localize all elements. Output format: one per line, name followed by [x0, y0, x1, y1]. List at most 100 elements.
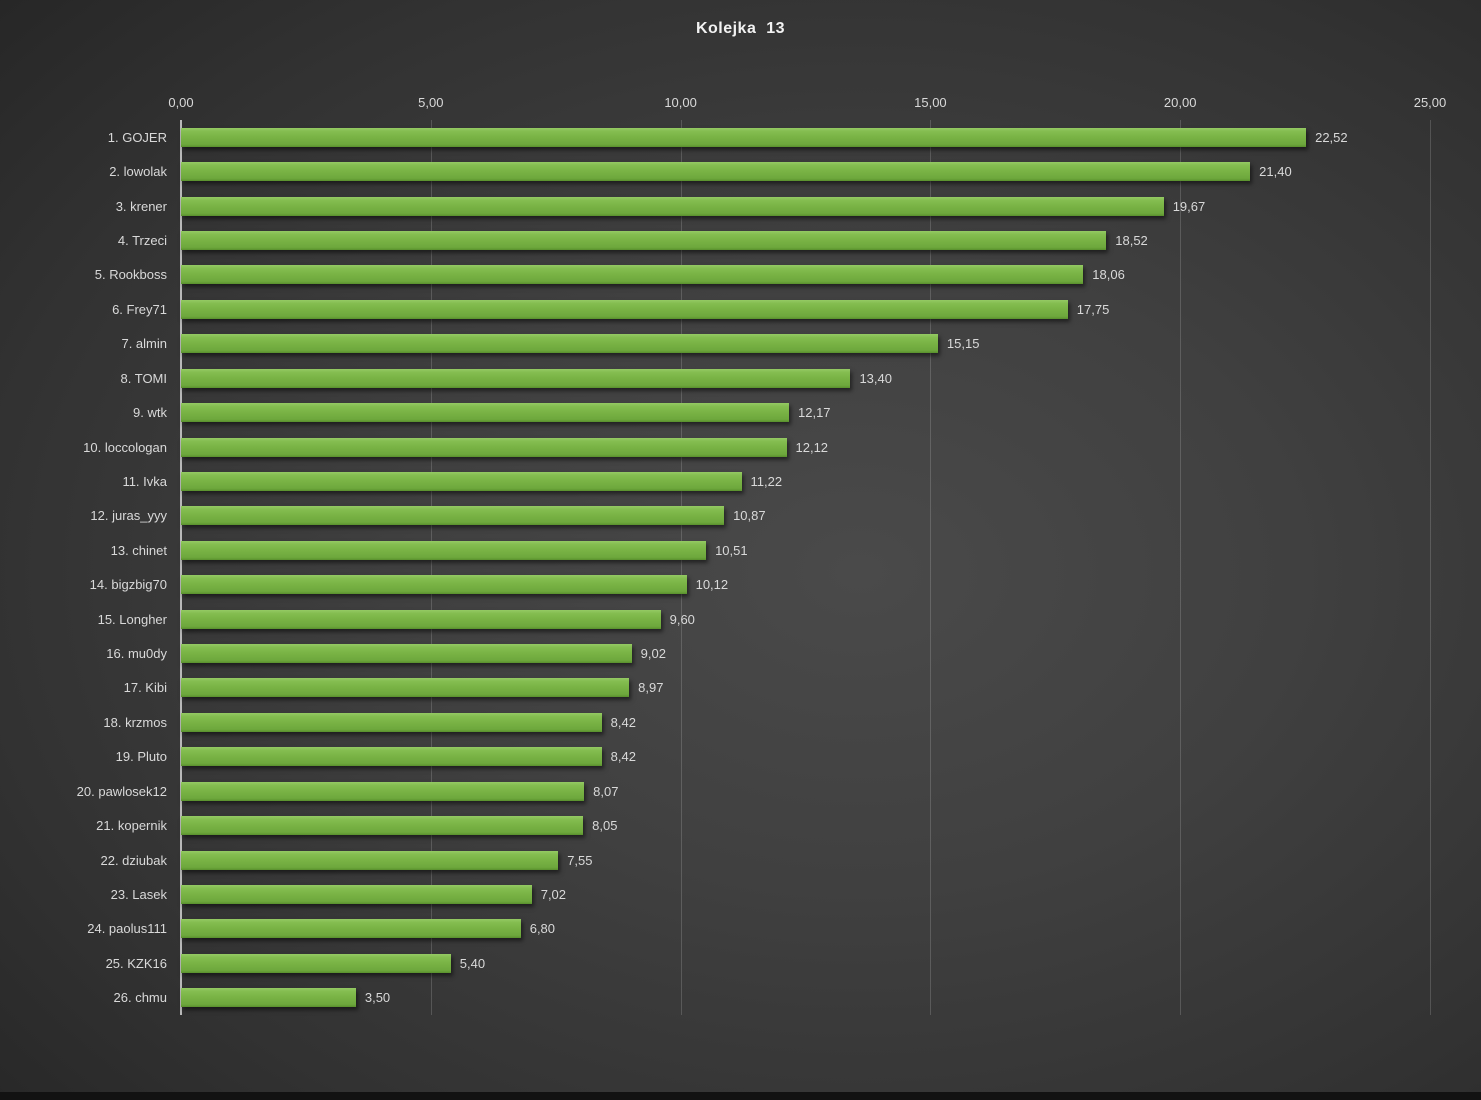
value-label: 18,52 [1115, 232, 1148, 248]
bar[interactable] [181, 196, 1164, 216]
bar[interactable] [181, 506, 725, 526]
bar[interactable] [181, 816, 584, 836]
x-tick-label: 10,00 [664, 95, 697, 110]
bar-row: 8. TOMI 13,40 [121, 361, 1430, 395]
bar-row: 13. chinet 10,51 [111, 533, 1430, 567]
value-label: 17,75 [1076, 301, 1110, 317]
bar[interactable] [181, 919, 521, 939]
category-label: 19. Pluto [115, 749, 167, 765]
category-label: 13. chinet [110, 542, 167, 558]
x-tick-label: 20,00 [1163, 95, 1197, 110]
value-label: 9,60 [669, 611, 695, 627]
category-label: 18. krzmos [103, 714, 167, 730]
category-label: 25. KZK16 [105, 955, 167, 971]
value-label: 6,80 [529, 921, 556, 937]
value-label: 10,12 [695, 577, 729, 593]
value-label: 8,07 [593, 783, 619, 799]
bar[interactable] [181, 747, 602, 767]
value-label: 13,40 [859, 370, 892, 386]
bar[interactable] [181, 678, 630, 698]
bar-row: 5. Rookboss 18,06 [95, 258, 1430, 292]
bar-rows: 1. GOJER 22,52 2. lowolak 21,40 3. krene… [77, 120, 1430, 1015]
bar-row: 1. GOJER 22,52 [108, 120, 1430, 154]
bar[interactable] [181, 540, 707, 560]
category-label: 10. loccologan [83, 439, 167, 455]
y-axis-line [180, 120, 182, 1015]
bar[interactable] [181, 575, 687, 595]
bar-row: 24. paolus111 6,80 [87, 912, 1430, 946]
bar[interactable] [181, 850, 559, 870]
bar[interactable] [181, 884, 532, 904]
value-label: 21,40 [1259, 164, 1292, 180]
bar-row: 23. Lasek 7,02 [111, 877, 1430, 911]
bar-row: 20. pawlosek12 8,07 [77, 774, 1430, 808]
bar-row: 15. Longher 9,60 [98, 602, 1430, 636]
value-label: 15,15 [946, 336, 980, 352]
bar-row: 9. wtk 12,17 [133, 395, 1430, 429]
bar-row: 2. lowolak 21,40 [109, 154, 1430, 188]
category-label: 15. Longher [97, 611, 167, 627]
bar[interactable] [181, 127, 1307, 147]
gridline [930, 120, 932, 1015]
bar[interactable] [181, 299, 1068, 319]
bottom-strip [0, 1092, 1481, 1100]
value-label: 9,02 [640, 646, 666, 662]
bar-row: 6. Frey71 17,75 [112, 292, 1430, 326]
value-label: 8,42 [610, 714, 636, 730]
x-tick-label: 25,00 [1413, 95, 1447, 110]
bar[interactable] [181, 437, 787, 457]
value-label: 19,67 [1172, 198, 1206, 214]
bar[interactable] [181, 230, 1107, 250]
category-label: 5. Rookboss [94, 267, 167, 283]
value-label: 5,40 [459, 955, 486, 971]
bar[interactable] [181, 644, 632, 664]
value-label: 8,97 [638, 680, 664, 696]
category-label: 23. Lasek [110, 886, 167, 902]
bar-row: 12. juras_yyy 10,87 [90, 499, 1430, 533]
gridline [680, 120, 682, 1015]
bar[interactable] [181, 403, 789, 423]
x-tick-label: 5,00 [418, 95, 444, 110]
value-label: 12,17 [798, 405, 831, 421]
plot-area: 1. GOJER 22,52 2. lowolak 21,40 3. krene… [77, 120, 1431, 1015]
category-label: 14. bigzbig70 [89, 577, 167, 593]
bar[interactable] [181, 988, 356, 1008]
bar[interactable] [181, 712, 602, 732]
category-label: 9. wtk [133, 405, 167, 421]
bar-row: 25. KZK16 5,40 [106, 946, 1430, 980]
bar[interactable] [181, 334, 938, 354]
category-label: 12. juras_yyy [90, 508, 167, 524]
category-label: 17. Kibi [123, 680, 167, 696]
value-label: 7,55 [567, 852, 593, 868]
category-label: 6. Frey71 [112, 301, 167, 317]
value-label: 10,51 [715, 542, 748, 558]
category-label: 3. krener [115, 198, 167, 214]
category-label: 20. pawlosek12 [76, 783, 167, 799]
category-label: 24. paolus111 [87, 921, 167, 937]
bar-row: 18. krzmos 8,42 [103, 705, 1430, 739]
bar[interactable] [181, 162, 1251, 182]
bar[interactable] [181, 368, 851, 388]
category-label: 21. kopernik [96, 818, 167, 834]
bar-row: 14. bigzbig70 10,12 [90, 567, 1430, 601]
bar[interactable] [181, 953, 451, 973]
bar[interactable] [181, 265, 1084, 285]
x-tick-label: 15,00 [914, 95, 947, 110]
bar-row: 19. Pluto 8,42 [116, 740, 1430, 774]
bar-row: 21. kopernik 8,05 [96, 808, 1430, 842]
value-label: 8,05 [592, 818, 618, 834]
x-tick-label: 0,00 [168, 95, 194, 110]
category-label: 7. almin [121, 336, 167, 352]
bar[interactable] [181, 471, 742, 491]
bar[interactable] [181, 781, 585, 801]
gridline [1180, 120, 1182, 1015]
value-label: 3,50 [364, 990, 391, 1006]
bar-row: 26. chmu 3,50 [114, 981, 1430, 1015]
gridline [430, 120, 432, 1015]
bar-row: 16. mu0dy 9,02 [106, 636, 1430, 670]
bar-row: 10. loccologan 12,12 [83, 430, 1430, 464]
value-label: 7,02 [540, 886, 567, 902]
category-label: 26. chmu [113, 990, 167, 1006]
bar[interactable] [181, 609, 661, 629]
